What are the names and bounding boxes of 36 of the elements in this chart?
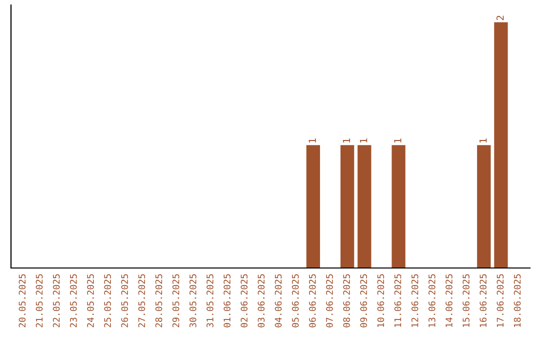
x-tick-label: 31.05.2025	[206, 274, 214, 328]
x-tick-label: 18.06.2025	[514, 274, 521, 327]
x-tick-label: 11.06.2025	[394, 274, 402, 327]
x-tick-label: 30.05.2025	[189, 274, 196, 328]
x-tick-label: 01.06.2025	[224, 274, 230, 328]
data-label: 1	[394, 138, 402, 143]
x-tick-label: 27.05.2025	[138, 274, 146, 328]
x-tick-label: 20.05.2025	[18, 274, 26, 328]
x-tick-label: 23.05.2025	[70, 274, 77, 328]
x-tick-label: 14.06.2025	[446, 274, 452, 327]
x-tick-label: 06.06.2025	[308, 274, 316, 328]
x-tick-label: 04.06.2025	[274, 274, 282, 328]
x-tick-label: 12.06.2025	[411, 274, 418, 327]
x-tick-label: 17.06.2025	[496, 274, 504, 327]
x-tick-label: 26.05.2025	[121, 274, 128, 328]
x-tick-label: 15.06.2025	[462, 274, 470, 327]
x-tick-label: 02.06.2025	[240, 274, 248, 328]
x-tick-label: 29.05.2025	[172, 274, 180, 328]
x-tick-label: 09.06.2025	[360, 274, 368, 328]
x-tick-label: 10.06.2025	[377, 274, 384, 327]
x-tick-label: 03.06.2025	[258, 274, 265, 328]
x-tick-label: 13.06.2025	[428, 274, 436, 327]
x-tick-label: 25.05.2025	[104, 274, 111, 328]
data-label: 1	[480, 138, 487, 143]
data-label: 2	[496, 16, 504, 20]
x-tick-label: 22.05.2025	[52, 274, 60, 328]
x-tick-label: 24.05.2025	[87, 274, 94, 328]
x-tick-label: 21.05.2025	[36, 274, 43, 328]
data-label: 1	[342, 138, 350, 143]
x-tick-label: 16.06.2025	[480, 274, 487, 327]
x-tick-label: 05.06.2025	[292, 274, 299, 328]
x-tick-label: 08.06.2025	[343, 274, 350, 328]
x-tick-label: 07.06.2025	[326, 274, 333, 328]
data-label: 1	[360, 138, 368, 143]
x-tick-label: 28.05.2025	[155, 274, 162, 328]
data-label: 1	[308, 138, 316, 143]
